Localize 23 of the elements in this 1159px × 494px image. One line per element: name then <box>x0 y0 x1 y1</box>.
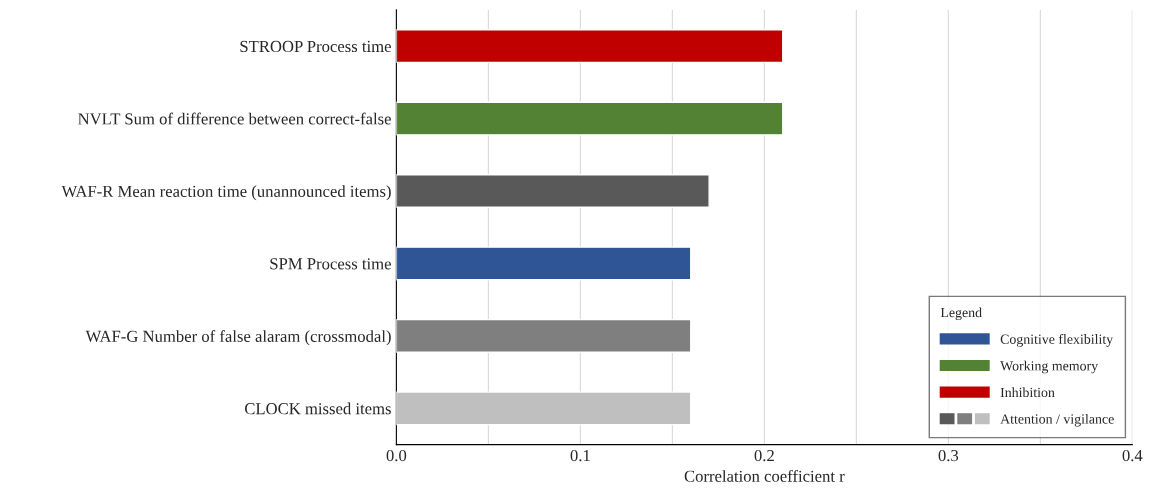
bar <box>396 391 692 426</box>
y-tick-label: WAF-G Number of false alaram (crossmodal) <box>85 330 391 346</box>
bar <box>396 29 784 64</box>
y-tick-label: NVLT Sum of difference between correct-false <box>78 112 391 125</box>
y-tick-label: SPM Process time <box>270 258 391 270</box>
legend-label: Inhibition <box>1000 387 1055 398</box>
x-tick-label: 0.2 <box>754 449 774 462</box>
y-tick-label: WAF-R Mean reaction time (unannounced items) <box>61 185 391 201</box>
legend-label: Cognitive flexibility <box>1000 333 1114 347</box>
y-tick-label: CLOCK missed items <box>244 402 391 415</box>
x-axis-title: Correlation coefficient r <box>684 469 845 482</box>
legend-label: Working memory <box>1000 360 1099 374</box>
bar <box>396 101 784 136</box>
legend-label: Attention / vigilance <box>1000 413 1114 427</box>
bar <box>396 246 692 281</box>
x-tick-label: 0.0 <box>386 449 407 462</box>
legend-title: Legend <box>940 307 982 321</box>
bar <box>396 174 710 209</box>
y-tick-label: STROOP Process time <box>240 40 391 53</box>
x-tick-label: 0.4 <box>1122 449 1143 462</box>
bar <box>396 318 692 353</box>
x-tick-label: 0.1 <box>570 449 590 462</box>
x-tick-label: 0.3 <box>938 449 959 462</box>
